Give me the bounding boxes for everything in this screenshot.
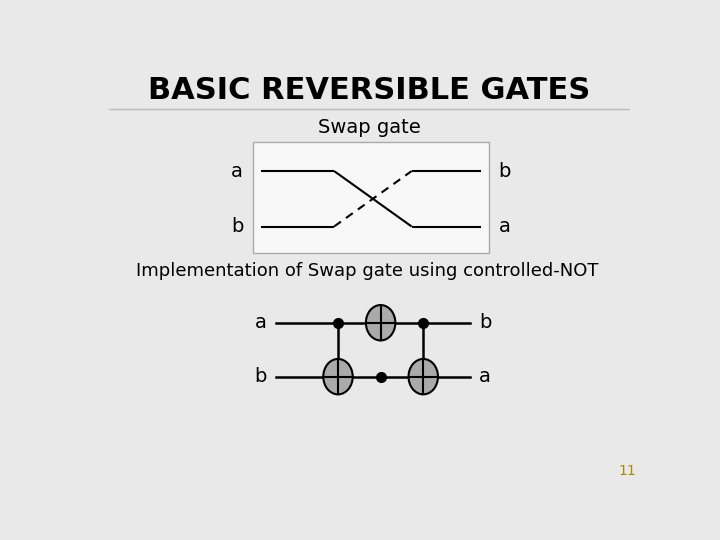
Text: Implementation of Swap gate using controlled-NOT: Implementation of Swap gate using contro… — [137, 262, 599, 280]
Text: a: a — [480, 367, 491, 386]
Text: Swap gate: Swap gate — [318, 118, 420, 138]
Ellipse shape — [323, 359, 353, 394]
Text: b: b — [254, 367, 266, 386]
Text: a: a — [255, 313, 266, 332]
Ellipse shape — [366, 305, 395, 340]
Text: BASIC REVERSIBLE GATES: BASIC REVERSIBLE GATES — [148, 76, 590, 105]
Text: a: a — [499, 217, 510, 236]
Text: b: b — [479, 313, 492, 332]
Text: 11: 11 — [618, 464, 636, 478]
Ellipse shape — [408, 359, 438, 394]
Text: b: b — [231, 217, 243, 236]
Text: a: a — [231, 161, 243, 180]
Text: b: b — [498, 161, 510, 180]
Bar — [253, 142, 489, 253]
